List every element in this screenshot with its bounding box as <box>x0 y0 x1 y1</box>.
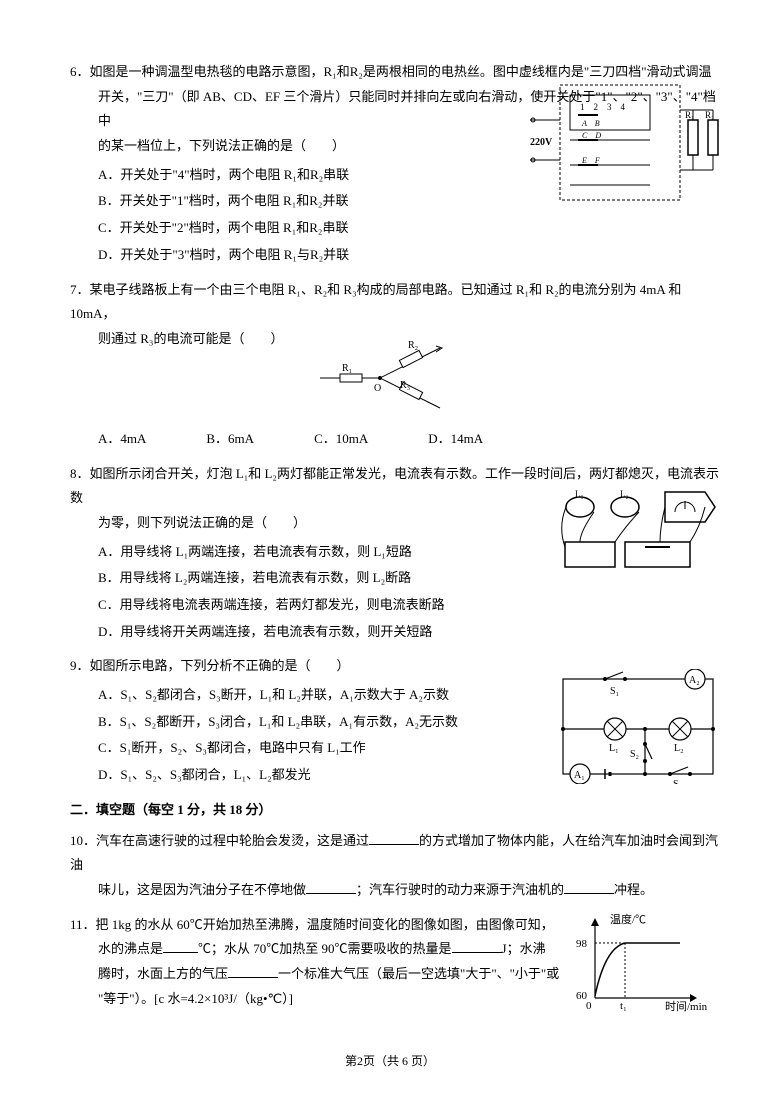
svg-text:温度/℃: 温度/℃ <box>610 913 646 926</box>
q10-text5: 冲程。 <box>614 882 653 897</box>
q9-num: 9． <box>70 658 90 673</box>
q10-blank2 <box>306 878 356 894</box>
svg-text:时间/min: 时间/min <box>665 1000 708 1013</box>
q11-blank2 <box>452 937 502 953</box>
svg-text:S₃: S₃ <box>673 779 682 784</box>
q10-blank3 <box>564 878 614 894</box>
question-9: 9．如图所示电路，下列分析不正确的是（ ） A．S₁、S₂都闭合，S₃断开，L₁… <box>70 654 720 787</box>
q11-text6: 一个标准大气压（最后一空选填"大于"、"小于"或 <box>278 966 559 981</box>
svg-text:A₂: A₂ <box>689 675 700 686</box>
q10-line2-wrap: 味儿，这是因为汽油分子在不停地做 ；汽车行驶时的动力来源于汽油机的 冲程。 <box>98 878 720 903</box>
q11-text7: "等于"）。[c 水=4.2×10³J/（kg•℃）] <box>98 991 293 1006</box>
svg-text:L₁: L₁ <box>575 489 584 499</box>
q6-opt-c: C．开关处于"2"档时，两个电阻 R₁和R₂串联 <box>98 216 720 241</box>
question-8: 8．如图所示闭合开关，灯泡 L₁和 L₂两灯都能正常发光，电流表有示数。工作一段… <box>70 462 720 645</box>
svg-text:S₁: S₁ <box>610 686 619 697</box>
q11-text3: ℃；水从 70℃加热至 90℃需要吸收的热量是 <box>198 941 452 956</box>
q11-graph: 温度/℃ 时间/min 98 60 0 t₁ <box>570 913 710 1013</box>
q11-text5: 腾时，水面上方的气压 <box>98 966 228 981</box>
q7-opt-d: D．14mA <box>428 427 483 452</box>
q11-num: 11． <box>70 917 96 932</box>
q6-line1: 如图是一种调温型电热毯的电路示意图，R₁和R₂是两根相同的电热丝。图中虚线框内是… <box>90 64 712 79</box>
q10-line1-wrap: 10．汽车在高速行驶的过程中轮胎会发烫，这是通过的方式增加了物体内能，人在给汽车… <box>70 829 720 878</box>
q8-opt-d: D．用导线将开关两端连接，若电流表有示数，则开关短路 <box>98 620 720 645</box>
q6-opt-d: D．开关处于"3"档时，两个电阻 R₁与R₂并联 <box>98 243 720 268</box>
svg-text:R₂: R₂ <box>408 340 418 351</box>
svg-text:A₁: A₁ <box>574 770 585 781</box>
q11-line2-wrap: 水的沸点是 ℃；水从 70℃加热至 90℃需要吸收的热量是 J；水沸 <box>98 937 578 962</box>
q7-num: 7． <box>70 282 90 297</box>
q10-text1: 汽车在高速行驶的过程中轮胎会发烫，这是通过 <box>96 833 369 848</box>
q9-text: 如图所示电路，下列分析不正确的是（ ） <box>90 658 350 673</box>
svg-text:A B: A B <box>581 119 600 128</box>
q8-circuit-diagram: L₁ L₂ <box>550 487 720 577</box>
svg-text:S₂: S₂ <box>630 749 639 760</box>
q7-stem: 7．某电子线路板上有一个由三个电阻 R₁、R₂和 R₃构成的局部电路。已知通过 … <box>70 278 720 327</box>
svg-text:0: 0 <box>586 1000 592 1012</box>
q11-line3-wrap: 腾时，水面上方的气压 一个标准大气压（最后一空选填"大于"、"小于"或 <box>98 962 578 987</box>
q6-circuit-diagram: 1 2 3 4 A B C D E F 220V R₁ R₂ <box>530 80 720 210</box>
page-footer: 第2页（共 6 页） <box>0 1050 780 1073</box>
q10-blank1 <box>369 829 419 845</box>
q7-circuit-diagram: R₁ O R₂ R₃ <box>310 333 460 423</box>
q8-num: 8． <box>70 466 90 481</box>
q8-opt-c: C．用导线将电流表两端连接，若两灯都发光，则电流表断路 <box>98 593 720 618</box>
svg-text:O: O <box>374 383 381 394</box>
svg-text:1 2 3 4: 1 2 3 4 <box>580 102 626 112</box>
svg-text:R₁: R₁ <box>342 363 352 374</box>
svg-text:98: 98 <box>576 938 588 950</box>
q9-circuit-diagram: S₁ A₂ L₁ L₂ S₂ A₁ S₃ <box>555 669 720 784</box>
q10-text4: ；汽车行驶时的动力来源于汽油机的 <box>356 882 564 897</box>
svg-text:E F: E F <box>581 156 600 165</box>
svg-text:t₁: t₁ <box>620 1000 627 1012</box>
svg-text:L₁: L₁ <box>609 743 619 754</box>
svg-text:C D: C D <box>582 131 601 140</box>
q7-opt-a: A．4mA <box>98 427 146 452</box>
q7-opt-c: C．10mA <box>314 427 368 452</box>
q11-text4: J；水沸 <box>502 941 546 956</box>
q11-text2: 水的沸点是 <box>98 941 163 956</box>
svg-text:220V: 220V <box>530 137 553 148</box>
question-10: 10．汽车在高速行驶的过程中轮胎会发烫，这是通过的方式增加了物体内能，人在给汽车… <box>70 829 720 903</box>
q11-text1: 把 1kg 的水从 60℃开始加热至沸腾，温度随时间变化的图像如图，由图像可知， <box>96 917 554 932</box>
svg-text:L₂: L₂ <box>674 743 684 754</box>
q7-options: A．4mA B．6mA C．10mA D．14mA <box>98 427 483 452</box>
section-2-title: 二．填空题（每空 1 分，共 18 分） <box>70 798 720 823</box>
q11-blank3 <box>228 962 278 978</box>
q11-blank1 <box>163 937 198 953</box>
q7-line1: 某电子线路板上有一个由三个电阻 R₁、R₂和 R₃构成的局部电路。已知通过 R₁… <box>70 282 681 322</box>
svg-text:R₃: R₃ <box>400 380 410 391</box>
question-6: 6．如图是一种调温型电热毯的电路示意图，R₁和R₂是两根相同的电热丝。图中虚线框… <box>70 60 720 268</box>
q7-opt-b: B．6mA <box>206 427 254 452</box>
svg-text:L₂: L₂ <box>620 489 629 499</box>
question-11: 11．把 1kg 的水从 60℃开始加热至沸腾，温度随时间变化的图像如图，由图像… <box>70 913 720 1012</box>
q10-num: 10． <box>70 833 96 848</box>
q10-text3: 味儿，这是因为汽油分子在不停地做 <box>98 882 306 897</box>
question-7: 7．某电子线路板上有一个由三个电阻 R₁、R₂和 R₃构成的局部电路。已知通过 … <box>70 278 720 452</box>
q6-num: 6． <box>70 64 90 79</box>
